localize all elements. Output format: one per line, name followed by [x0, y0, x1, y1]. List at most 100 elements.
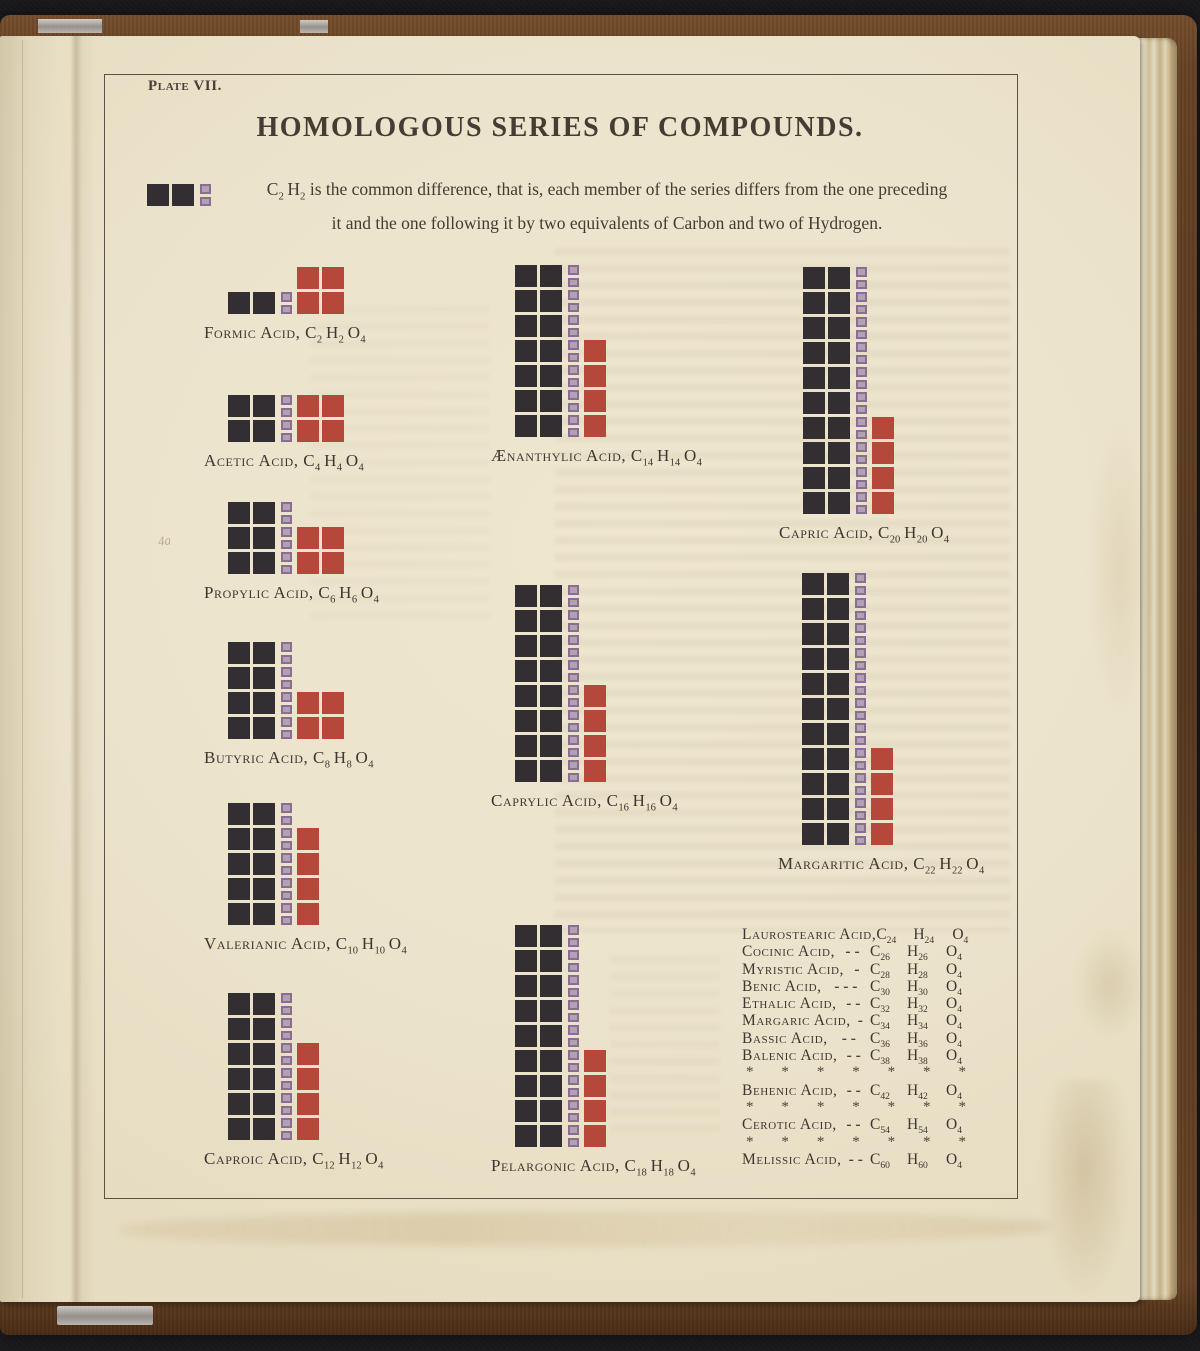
acid-name: Laurostearic Acid,	[742, 926, 877, 943]
hydrogen-square	[568, 722, 579, 732]
oxygen-square	[297, 292, 319, 314]
hydrogen-square	[281, 704, 292, 714]
squares-area	[228, 803, 319, 925]
carbon-square	[828, 442, 850, 464]
leader-dashes: - -	[841, 1029, 856, 1047]
oxygen-block	[297, 692, 344, 739]
hydrogen-square	[568, 962, 579, 972]
hydrogen-square	[568, 415, 579, 425]
leader-dashes: - -	[846, 1081, 861, 1099]
hydrogen-square	[281, 828, 292, 838]
carbon-square	[803, 467, 825, 489]
formula-c: C34	[870, 1012, 890, 1033]
hydrogen-square	[856, 442, 867, 452]
hydrogen-square	[855, 585, 866, 595]
hydrogen-square	[855, 810, 866, 820]
oxygen-square	[322, 717, 344, 739]
hydrogen-square	[855, 773, 866, 783]
carbon-block	[228, 502, 275, 574]
carbon-square	[253, 878, 275, 900]
carbon-square	[802, 623, 824, 645]
hydrogen-square	[281, 903, 292, 913]
carbon-square	[540, 265, 562, 287]
carbon-square	[515, 1000, 537, 1022]
hydrogen-column	[568, 265, 579, 437]
carbon-square	[253, 903, 275, 925]
hydrogen-square	[568, 987, 579, 997]
hydrogen-square	[281, 1118, 292, 1128]
oxygen-square	[872, 442, 894, 464]
oxygen-square	[584, 735, 606, 757]
carbon-square	[515, 1075, 537, 1097]
acid-name: Cocinic Acid,	[742, 943, 836, 961]
oxygen-square	[297, 878, 319, 900]
oxygen-square	[322, 267, 344, 289]
carbon-square	[827, 648, 849, 670]
hydrogen-square	[856, 429, 867, 439]
acid-list-row: Melissic Acid, - - C60 H60 O4	[742, 1151, 974, 1171]
formula-o: O4	[946, 1081, 962, 1102]
carbon-square	[515, 1025, 537, 1047]
hydrogen-square	[855, 573, 866, 583]
acid-list-row: Ethalic Acid, - - C32 H32 O4	[742, 995, 974, 1015]
oxygen-block	[584, 685, 606, 782]
hydrogen-square	[568, 735, 579, 745]
star: *	[923, 1098, 931, 1115]
pencil-mark: 4a	[156, 532, 172, 549]
hydrogen-square	[281, 654, 292, 664]
carbon-square	[228, 642, 250, 664]
carbon-square	[515, 710, 537, 732]
hydrogen-square	[281, 1043, 292, 1053]
hydrogen-square	[281, 853, 292, 863]
hydrogen-square	[856, 454, 867, 464]
oxygen-square	[297, 267, 319, 289]
oxygen-square	[584, 415, 606, 437]
carbon-square	[515, 635, 537, 657]
acid-label: Pelargonic Acid, C18 H18 O4	[491, 1156, 696, 1179]
page-title: HOMOLOGOUS SERIES OF COMPOUNDS.	[256, 112, 864, 143]
plate-number: Plate VII.	[148, 78, 223, 94]
leader-dashes: - -	[846, 1047, 861, 1065]
hydrogen-square	[281, 539, 292, 549]
carbon-square	[828, 267, 850, 289]
hydrogen-column	[568, 585, 579, 782]
leader-dashes: - -	[846, 1116, 861, 1134]
carbon-square	[803, 317, 825, 339]
squares-area	[228, 267, 344, 314]
hydrogen-square	[855, 648, 866, 658]
carbon-square	[253, 420, 275, 442]
acid-list-row: Laurostearic Acid, C24 H24 O4	[742, 926, 974, 946]
oxygen-square	[297, 1093, 319, 1115]
leader-dashes: - - -	[834, 977, 858, 995]
formula-h: H30	[907, 977, 928, 998]
star: *	[816, 1064, 825, 1081]
hydrogen-square	[568, 925, 579, 935]
hydrogen-square	[568, 585, 579, 595]
carbon-square	[515, 415, 537, 437]
carbon-square	[228, 527, 250, 549]
hydrogen-square	[281, 679, 292, 689]
oxygen-square	[584, 760, 606, 782]
acid-list-row: Behenic Acid, - - C42 H42 O4	[742, 1081, 974, 1102]
carbon-square	[253, 1043, 275, 1065]
acid-list-row: Bassic Acid, - - C36 H36 O4	[742, 1029, 974, 1050]
hydrogen-square	[281, 432, 292, 442]
hydrogen-square	[281, 407, 292, 417]
carbon-square	[827, 623, 849, 645]
carbon-square	[228, 878, 250, 900]
hydrogen-square	[281, 803, 292, 813]
metal-clasp-top-left	[38, 19, 102, 33]
carbon-square	[253, 853, 275, 875]
carbon-square	[253, 1093, 275, 1115]
carbon-square	[828, 292, 850, 314]
acid-list-row: Cocinic Acid, - - C26 H26 O4	[742, 943, 974, 963]
carbon-square	[540, 610, 562, 632]
oxygen-square	[584, 685, 606, 707]
star: *	[746, 1064, 754, 1081]
carbon-square	[253, 1068, 275, 1090]
hydrogen-square	[856, 354, 867, 364]
oxygen-square	[584, 1075, 606, 1097]
carbon-square	[827, 798, 849, 820]
carbon-square	[803, 342, 825, 364]
